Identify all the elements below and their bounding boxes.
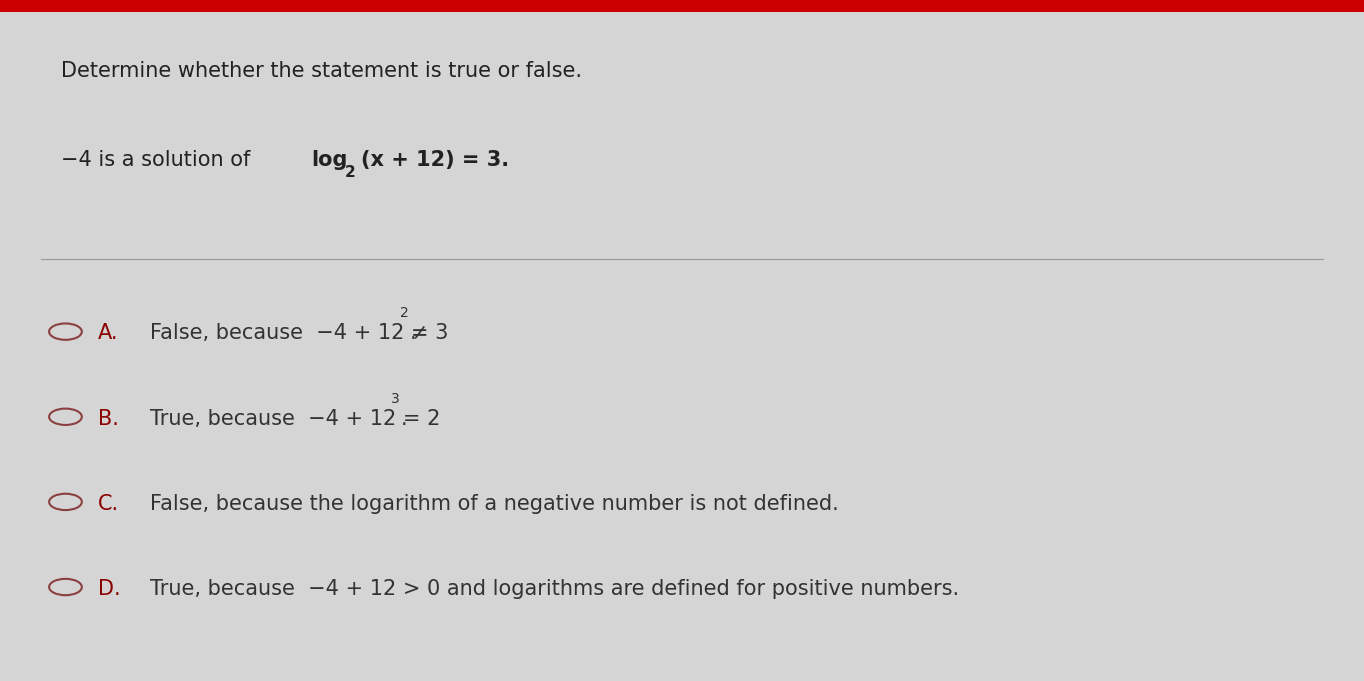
Text: C.: C. [98,494,119,513]
Text: B.: B. [98,409,119,428]
Text: A.: A. [98,323,119,343]
Bar [0,0,1364,12]
Text: .: . [401,409,408,428]
Text: True, because  −4 + 12 > 0 and logarithms are defined for positive numbers.: True, because −4 + 12 > 0 and logarithms… [150,579,959,599]
Text: 2: 2 [345,165,356,180]
Text: log: log [311,150,348,170]
Text: D.: D. [98,579,121,599]
Text: True, because  −4 + 12 = 2: True, because −4 + 12 = 2 [150,409,441,428]
Text: 3: 3 [391,392,400,406]
Text: .: . [411,323,416,343]
Text: (x + 12) = 3.: (x + 12) = 3. [361,150,510,170]
Text: 2: 2 [401,306,409,321]
Text: Determine whether the statement is true or false.: Determine whether the statement is true … [61,61,582,81]
Text: False, because  −4 + 12 ≠ 3: False, because −4 + 12 ≠ 3 [150,323,449,343]
Text: False, because the logarithm of a negative number is not defined.: False, because the logarithm of a negati… [150,494,839,513]
Text: −4 is a solution of: −4 is a solution of [61,150,258,170]
